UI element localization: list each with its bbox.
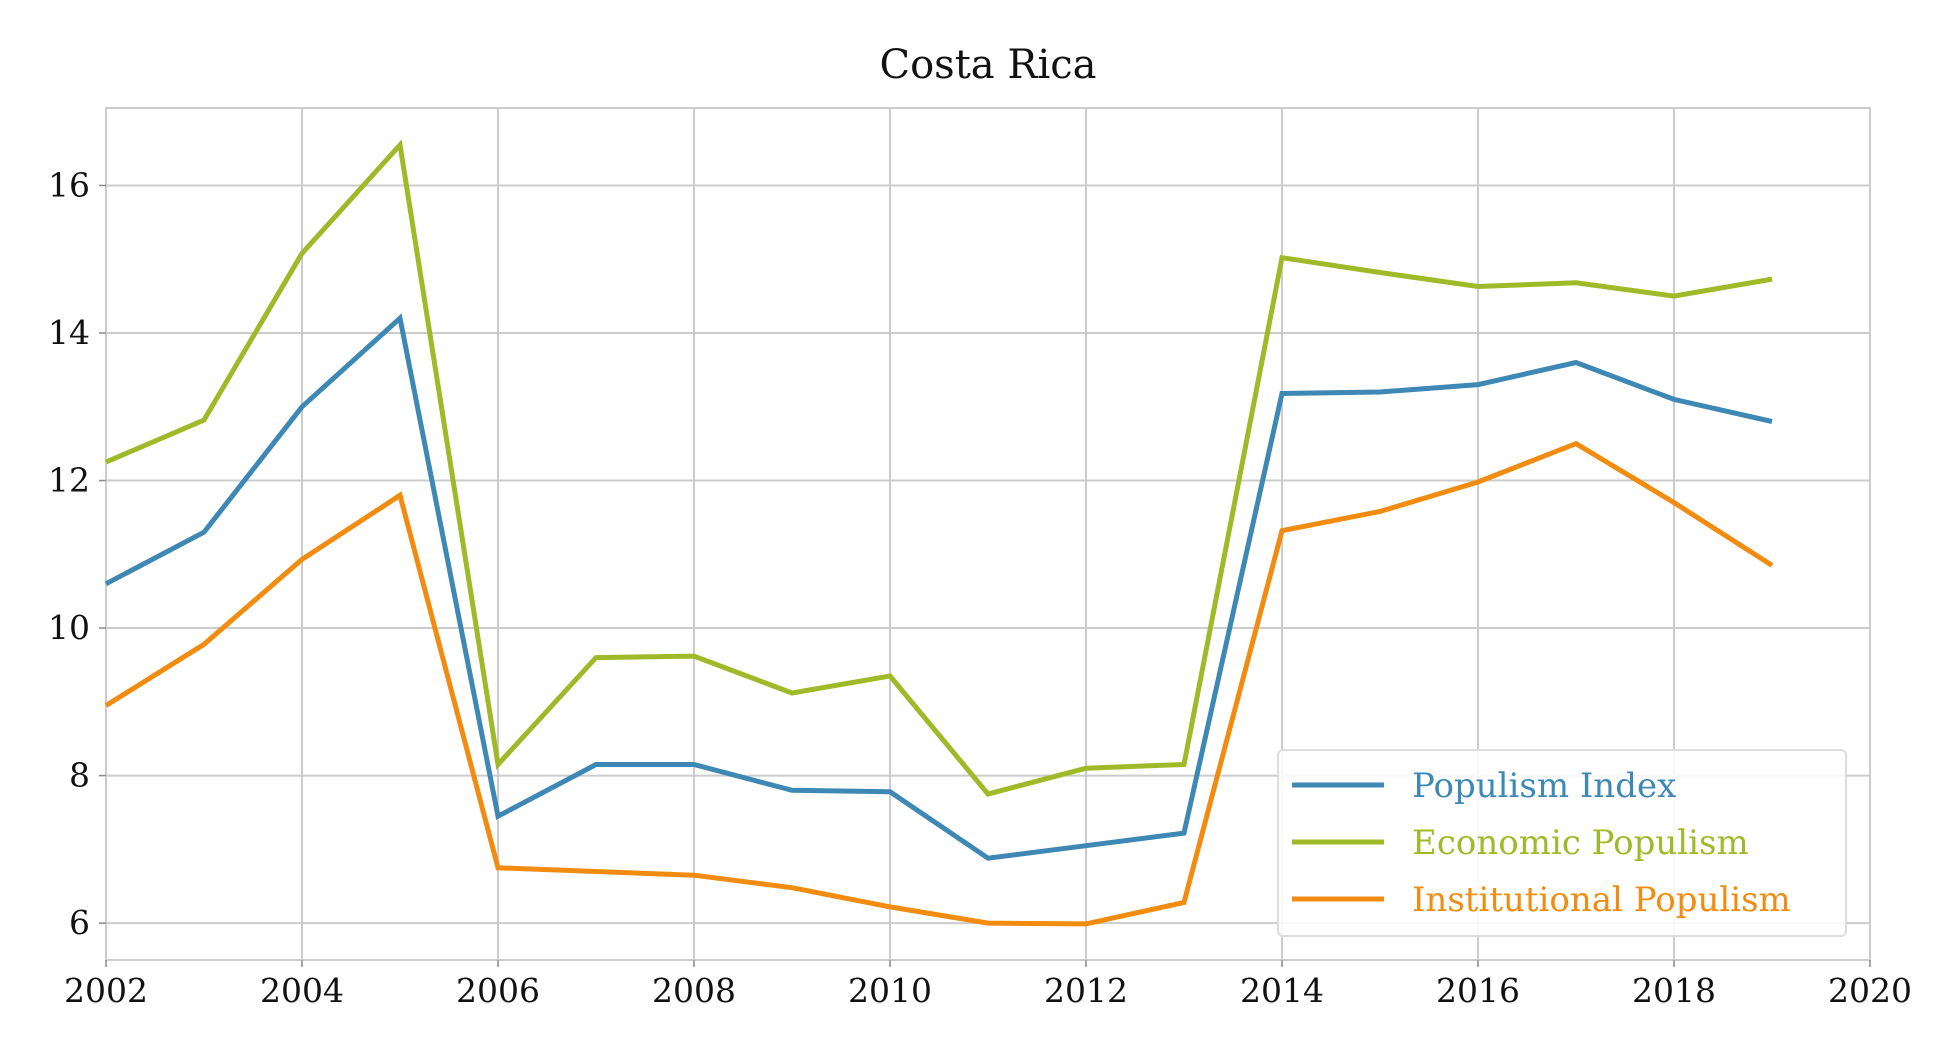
y-tick-label: 10 bbox=[48, 608, 90, 647]
series-lines bbox=[104, 139, 1774, 927]
x-tick-label: 2004 bbox=[260, 971, 344, 1010]
x-tick-label: 2016 bbox=[1436, 971, 1520, 1010]
y-tick-label: 8 bbox=[69, 756, 90, 795]
x-tick-label: 2014 bbox=[1240, 971, 1324, 1010]
x-tick-label: 2002 bbox=[64, 971, 148, 1010]
x-tick-label: 2010 bbox=[848, 971, 932, 1010]
series-line-institutional-populism bbox=[104, 440, 1774, 927]
x-axis: 2002 2004 2006 2008 2010 2012 2014 2016 2018 2020 bbox=[64, 960, 1912, 1010]
x-tick-label: 2018 bbox=[1632, 971, 1716, 1010]
legend: Populism Index Economic Populism Instituti… bbox=[1277, 749, 1847, 937]
y-tick-label: 14 bbox=[48, 313, 90, 352]
x-tick-label: 2020 bbox=[1828, 971, 1912, 1010]
x-tick-label: 2012 bbox=[1044, 971, 1128, 1010]
series-line-populism-index bbox=[104, 313, 1773, 861]
y-axis: 6 8 10 12 14 16 bbox=[48, 165, 106, 942]
y-tick-label: 16 bbox=[48, 165, 90, 204]
grid-lines bbox=[105, 108, 1871, 960]
series-line-economic-populism bbox=[105, 139, 1773, 797]
x-tick-label: 2006 bbox=[456, 971, 540, 1010]
y-tick-label: 12 bbox=[48, 461, 90, 500]
legend-label: Populism Index bbox=[1412, 766, 1676, 806]
legend-label: Economic Populism bbox=[1412, 823, 1749, 863]
y-tick-label: 6 bbox=[69, 903, 90, 942]
x-tick-label: 2008 bbox=[652, 971, 736, 1010]
legend-box bbox=[1277, 749, 1847, 937]
legend-label: Institutional Populism bbox=[1412, 880, 1791, 920]
plot-frame bbox=[105, 107, 1871, 961]
chart-title: Costa Rica bbox=[879, 42, 1096, 88]
